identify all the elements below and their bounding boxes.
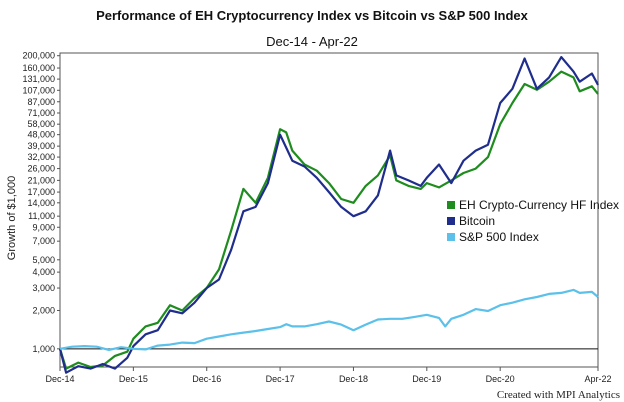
y-tick-label: 26,000	[27, 164, 55, 174]
y-axis: 1,000 2,000 3,000 4,000 5,000 7,000 9,00011,00…	[22, 51, 60, 354]
y-tick-label: 14,000	[27, 198, 55, 208]
y-tick-label: 7,000	[32, 236, 55, 246]
x-tick-label: Dec-16	[192, 374, 221, 384]
y-tick-label: 48,000	[27, 130, 55, 140]
credit-text: Created with MPI Analytics	[497, 389, 620, 401]
y-tick-label: 200,000	[22, 51, 55, 61]
x-tick-label: Dec-19	[412, 374, 441, 384]
x-tick-label: Dec-14	[45, 374, 74, 384]
y-tick-label: 17,000	[27, 187, 55, 197]
y-tick-label: 71,000	[27, 108, 55, 118]
legend-label: EH Crypto-Currency HF Index	[459, 198, 619, 212]
legend-label: S&P 500 Index	[459, 230, 539, 244]
y-tick-label: 3,000	[32, 283, 55, 293]
legend-swatch	[447, 217, 455, 225]
y-tick-label: 87,000	[27, 97, 55, 107]
y-tick-label: 107,000	[22, 85, 55, 95]
y-tick-label: 21,000	[27, 175, 55, 185]
y-tick-label: 2,000	[32, 305, 55, 315]
x-tick-label: Dec-20	[486, 374, 515, 384]
y-tick-label: 1,000	[32, 344, 55, 354]
x-axis: Dec-14 Dec-15 Dec-16 Dec-17 Dec-18 Dec-19 Dec-…	[45, 367, 612, 384]
y-tick-label: 131,000	[22, 74, 55, 84]
x-tick-label: Apr-22	[584, 374, 611, 384]
plot-border	[59, 52, 599, 368]
y-axis-label: Growth of $1,000	[6, 176, 18, 260]
legend-label: Bitcoin	[459, 214, 495, 228]
y-tick-label: 58,000	[27, 119, 55, 129]
series-lines	[58, 55, 599, 374]
series-line-s-p-500-index	[59, 288, 599, 351]
chart-title: Performance of EH Cryptocurrency Index v…	[96, 8, 529, 23]
series-line-eh-crypto-currency-hf-index	[58, 70, 599, 370]
legend-swatch	[447, 201, 455, 209]
x-tick-label: Dec-18	[339, 374, 368, 384]
y-tick-label: 32,000	[27, 152, 55, 162]
legend: EH Crypto-Currency HF Index Bitcoin S&P 50…	[447, 198, 619, 244]
x-tick-label: Dec-17	[266, 374, 295, 384]
y-tick-label: 160,000	[22, 63, 55, 73]
x-tick-label: Dec-15	[119, 374, 148, 384]
y-tick-label: 5,000	[32, 255, 55, 265]
y-tick-label: 9,000	[32, 222, 55, 232]
y-tick-label: 11,000	[28, 211, 55, 221]
y-tick-label: 4,000	[32, 267, 55, 277]
series-line-bitcoin	[58, 55, 599, 374]
chart-subtitle: Dec-14 - Apr-22	[266, 34, 358, 49]
legend-swatch	[447, 233, 455, 241]
y-tick-label: 39,000	[27, 141, 55, 151]
